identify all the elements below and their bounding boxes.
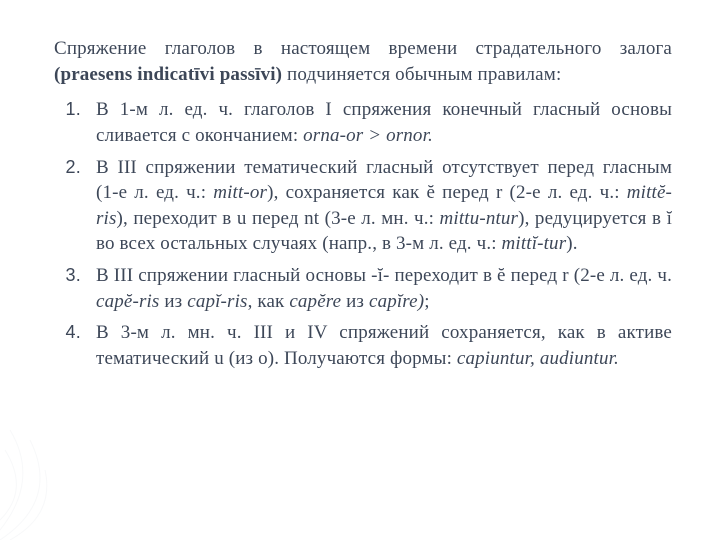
list-item: В 1-м л. ед. ч. глаголов I спряжения кон… [86,97,672,148]
corner-decoration-icon [0,420,120,540]
list-item: В 3-м л. мн. ч. III и IV спряжений сохра… [86,320,672,371]
rules-list: В 1-м л. ед. ч. глаголов I спряжения кон… [54,97,672,371]
list-item: В III спряжении тематический гласный отс… [86,155,672,258]
list-item: В III спряжении гласный основы -ĭ- перех… [86,263,672,314]
slide: Спряжение глаголов в настоящем времени с… [0,0,720,540]
intro-paragraph: Спряжение глаголов в настоящем времени с… [54,36,672,87]
